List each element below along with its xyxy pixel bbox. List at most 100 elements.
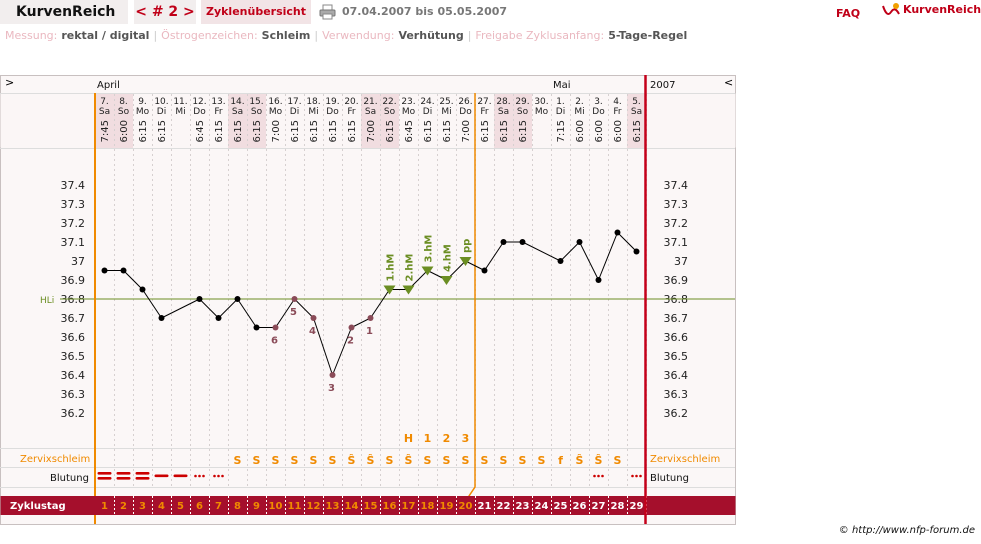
bleeding-dash xyxy=(116,477,131,480)
weekday-label: Mo xyxy=(402,107,416,117)
weekday-label: So xyxy=(118,107,130,117)
cycle-day: 9 xyxy=(253,501,260,512)
bleeding-dot xyxy=(631,474,634,478)
bleeding-mark xyxy=(213,474,224,478)
month-label: April xyxy=(97,80,120,91)
low-point xyxy=(291,296,298,302)
low-label: 1 xyxy=(366,326,373,337)
y-tick-label: 36.6 xyxy=(61,331,86,344)
weekday-label: Do xyxy=(193,107,206,117)
temperature-segment xyxy=(484,241,504,271)
cycle-day: 26 xyxy=(573,501,587,512)
weekend-shade xyxy=(361,94,380,148)
print-icon[interactable] xyxy=(319,4,336,20)
temperature-segment xyxy=(142,289,162,319)
cycle-day: 7 xyxy=(215,501,222,512)
zervix-label: Zervixschleim xyxy=(20,454,90,465)
weekday-label: Fr xyxy=(347,107,356,117)
zervix-peak: 2 xyxy=(443,432,451,445)
bleeding-dot xyxy=(635,474,638,478)
bleeding-dot xyxy=(213,474,216,478)
brand[interactable]: KurvenReich xyxy=(0,0,128,24)
setting-value: Schleim xyxy=(261,29,311,42)
separator: | xyxy=(314,29,319,42)
temperature-point xyxy=(158,315,165,321)
weekday-label: Mo xyxy=(136,107,150,117)
bleeding-dash xyxy=(97,472,112,475)
temperature-point xyxy=(196,296,203,302)
temperature-segment xyxy=(351,317,371,328)
overview-link[interactable]: Zyklenübersicht xyxy=(201,0,311,24)
temperature-point xyxy=(595,277,602,283)
time-label: 6:15 xyxy=(309,120,320,142)
weekday-label: Mi xyxy=(574,107,584,117)
time-label: 6:15 xyxy=(518,120,529,142)
temperature-point xyxy=(633,248,640,255)
time-label: 7:00 xyxy=(461,120,472,142)
nav-prev[interactable]: > xyxy=(5,76,14,89)
month-label: Mai xyxy=(553,80,571,91)
bleeding-dot xyxy=(601,474,604,478)
zervix-value: Ŝ xyxy=(405,454,413,467)
cycle-day: 22 xyxy=(497,501,511,512)
weekday-label: Mi xyxy=(175,107,185,117)
zervix-value: Ŝ xyxy=(595,454,603,467)
temperature-segment xyxy=(218,298,238,319)
cycle-day: 3 xyxy=(139,501,146,512)
cycle-day: 13 xyxy=(326,501,340,512)
date-label: 29. xyxy=(515,97,529,107)
bleeding-mark xyxy=(631,474,642,478)
date-label: 15. xyxy=(249,97,263,107)
bleeding-dot xyxy=(217,474,220,478)
y-tick-label: 37.4 xyxy=(61,179,86,192)
y-tick-label-right: 36.2 xyxy=(664,407,689,420)
time-label: 6:15 xyxy=(214,120,225,142)
y-tick-label: 37 xyxy=(71,255,85,268)
high-label: 3.hM xyxy=(424,235,435,263)
setting-value: Verhütung xyxy=(398,29,464,42)
nav-next[interactable]: < xyxy=(724,76,733,89)
logo[interactable]: KurvenReich xyxy=(903,3,981,16)
bleeding-mark xyxy=(593,474,604,478)
cycle-day: 2 xyxy=(120,501,127,512)
y-tick-label: 37.2 xyxy=(61,217,86,230)
time-label: 6:15 xyxy=(499,120,510,142)
weekend-shade xyxy=(627,94,646,148)
high-point xyxy=(440,276,453,285)
zervix-value: Ŝ xyxy=(367,454,375,467)
low-point xyxy=(367,315,374,321)
y-tick-label-right: 36.9 xyxy=(664,274,689,287)
zervix-value: S xyxy=(443,454,451,467)
temperature-segment xyxy=(560,241,580,262)
date-label: 10. xyxy=(154,97,168,107)
cycle-nav[interactable]: < # 2 > xyxy=(134,0,196,24)
high-point xyxy=(383,285,396,295)
cycle-day: 15 xyxy=(364,501,378,512)
weekday-label: Di xyxy=(290,107,299,117)
faq-link[interactable]: FAQ xyxy=(836,7,861,20)
date-label: 20. xyxy=(344,97,358,107)
date-label: 4. xyxy=(613,97,622,107)
bleeding-dash xyxy=(135,477,150,480)
time-label: 6:15 xyxy=(233,120,244,142)
date-label: 21. xyxy=(363,97,377,107)
footer: © http://www.nfp-forum.de xyxy=(838,525,975,536)
weekday-label: Mo xyxy=(535,107,549,117)
date-label: 8. xyxy=(119,97,128,107)
temperature-segment xyxy=(579,241,599,281)
temperature-segment xyxy=(199,298,219,319)
temperature-segment xyxy=(161,298,200,319)
time-label: 6:45 xyxy=(404,120,415,142)
low-label: 6 xyxy=(271,336,278,347)
cycle-day: 4 xyxy=(158,501,165,512)
time-label: 6:15 xyxy=(157,120,168,142)
zervix-value: S xyxy=(500,454,508,467)
bleeding-dot xyxy=(194,474,197,478)
bleeding-dash xyxy=(154,474,169,478)
bleeding-dash xyxy=(116,472,131,475)
cycle-day: 18 xyxy=(421,501,435,512)
zervix-value: S xyxy=(538,454,546,467)
y-tick-label: 37.3 xyxy=(61,198,86,211)
